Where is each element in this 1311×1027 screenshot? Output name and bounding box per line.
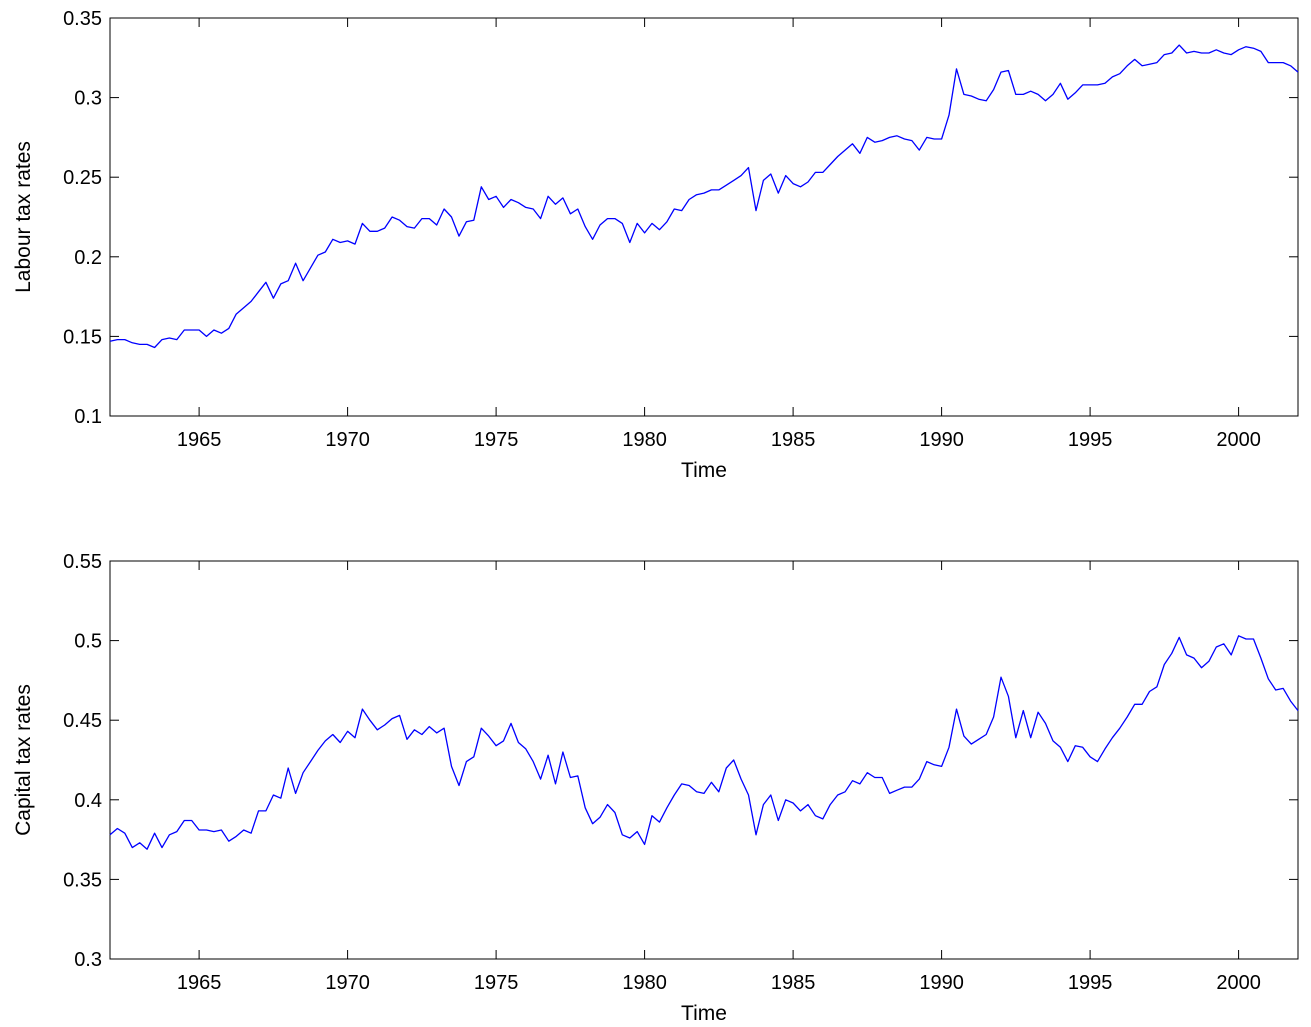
capital-series-line bbox=[109, 635, 1299, 850]
labour-x-tick-label: 2000 bbox=[1216, 429, 1261, 451]
capital-y-tick-label: 0.45 bbox=[63, 710, 102, 732]
capital-tax-panel: 1965 1970 1975 1980 1985 1990 1995 2000 0.3 0.35 0… bbox=[12, 551, 1299, 1025]
capital-y-tick-label: 0.55 bbox=[63, 551, 102, 573]
capital-x-tick-label: 1970 bbox=[325, 972, 370, 994]
capital-x-tick-label: 1980 bbox=[622, 972, 667, 994]
labour-y-tick-label: 0.3 bbox=[74, 88, 102, 110]
capital-x-tick-label: 1985 bbox=[771, 972, 816, 994]
labour-y-tick-label: 0.1 bbox=[74, 406, 102, 428]
capital-x-tick-label: 1965 bbox=[177, 972, 222, 994]
labour-x-tick-label: 1965 bbox=[177, 429, 222, 451]
capital-x-tick-label: 1995 bbox=[1068, 972, 1113, 994]
labour-x-tick-label: 1975 bbox=[474, 429, 519, 451]
labour-x-tick-label: 1970 bbox=[325, 429, 370, 451]
labour-y-axis-label: Labour tax rates bbox=[12, 141, 35, 293]
capital-x-tick-label: 1975 bbox=[474, 972, 519, 994]
capital-y-axis-label: Capital tax rates bbox=[12, 684, 35, 836]
labour-x-tick-label: 1980 bbox=[622, 429, 667, 451]
capital-x-axis-label: Time bbox=[681, 1002, 727, 1025]
labour-x-tick-label: 1995 bbox=[1068, 429, 1113, 451]
capital-x-tick-label: 2000 bbox=[1216, 972, 1261, 994]
capital-y-tick-label: 0.35 bbox=[63, 869, 102, 891]
capital-y-tick-label: 0.3 bbox=[74, 949, 102, 971]
labour-series-line bbox=[109, 44, 1299, 349]
labour-y-tick-label: 0.35 bbox=[63, 8, 102, 30]
labour-x-axis-label: Time bbox=[681, 459, 727, 482]
capital-x-tick-label: 1990 bbox=[919, 972, 964, 994]
labour-axes-frame bbox=[109, 17, 1299, 417]
labour-y-tick-label: 0.15 bbox=[63, 326, 102, 348]
labour-y-tick-label: 0.25 bbox=[63, 167, 102, 189]
labour-x-tick-label: 1990 bbox=[919, 429, 964, 451]
labour-x-tick-label: 1985 bbox=[771, 429, 816, 451]
capital-y-tick-label: 0.5 bbox=[74, 631, 102, 653]
labour-y-tick-label: 0.2 bbox=[74, 247, 102, 269]
labour-tax-panel: 1965 1970 1975 1980 1985 1990 1995 2000 0.1 0.15 0… bbox=[12, 8, 1299, 482]
capital-y-tick-label: 0.4 bbox=[74, 790, 102, 812]
capital-axes-frame bbox=[109, 560, 1299, 960]
